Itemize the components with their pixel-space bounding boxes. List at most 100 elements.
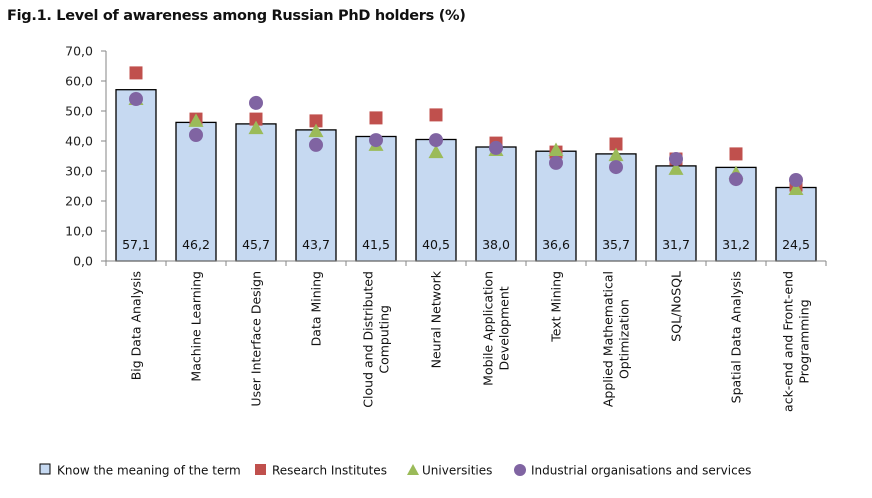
x-category-label: Spatial Data Analysis [729,271,744,403]
legend-item: Research Institutes [255,464,387,478]
marker-industrial-organisations [609,160,623,175]
marker-research-institutes [309,114,323,128]
bar [415,138,457,262]
x-category-label-line: Neural Network [429,270,444,368]
bar [115,89,157,262]
marker-universities [788,181,804,195]
bar-value-label: 57,1 [122,237,150,252]
x-category-label-line: Programming [797,299,812,383]
x-category-label: SQL/NoSQL [669,271,684,342]
marker-industrial-organisations [129,92,143,106]
bar [175,121,217,262]
x-category-label-line: Development [497,286,512,370]
bar [355,135,397,262]
x-category-label: Mobile Application Development [481,271,512,386]
bar-value-label: 36,6 [542,237,570,252]
bar-value-label: 31,7 [662,237,690,252]
y-tick-label: 50,0 [65,104,93,119]
marker-research-institutes [369,111,383,125]
y-tick-label: 70,0 [65,44,93,59]
legend-swatch-circle [514,464,526,476]
x-category-label: Cloud and Distributed Computing [361,271,392,408]
legend-label: Universities [422,464,492,478]
bar-value-label: 40,5 [422,237,450,252]
legend-item: Universities [407,464,492,478]
marker-universities [548,142,564,156]
legend-label: Research Institutes [272,464,387,478]
x-category-label-line: Mobile Application [481,271,496,386]
marker-universities [428,144,444,159]
legend-label: Industrial organisations and services [531,464,751,478]
bar-value-label: 24,5 [782,237,810,252]
markers [128,66,804,195]
x-category-label-line: Big Data Analysis [129,271,144,380]
x-category-label-line: Computing [377,305,392,374]
bar [775,186,817,262]
x-category-label-line: Spatial Data Analysis [729,271,744,403]
marker-universities [308,123,324,138]
marker-universities [248,120,264,135]
bar-value-label: 46,2 [182,237,210,252]
marker-industrial-organisations [429,133,443,148]
y-tick-label: 0,0 [73,254,93,269]
bar-value-label: 35,7 [602,237,630,252]
marker-industrial-organisations [549,155,563,170]
x-category-label-line: Machine Learning [189,271,204,382]
x-category-label-line: ack-end and Front-end [781,271,796,412]
x-category-label: ack-end and Front-end Programming [781,271,812,412]
marker-industrial-organisations [249,95,263,110]
x-axis: Big Data Analysis Machine Learning User In… [101,260,827,412]
x-category-label-line: Optimization [617,299,632,379]
y-tick-label: 10,0 [65,224,93,239]
x-category-label: Text Mining [549,271,564,343]
x-category-label: Neural Network [429,270,444,368]
x-category-label: Machine Learning [189,271,204,382]
marker-research-institutes [129,66,143,80]
x-category-label-line: Cloud and Distributed [361,271,376,408]
marker-industrial-organisations [729,172,743,187]
marker-research-institutes [249,112,263,126]
marker-industrial-organisations [669,152,683,166]
bar [235,123,277,262]
bar [655,165,697,262]
x-category-label-line: Data Mining [309,271,324,346]
bar-value-label: 43,7 [302,237,330,252]
y-axis: 0,0 10,0 20,0 30,0 40,0 50,0 60,0 70,0 [65,44,107,269]
y-tick-label: 60,0 [65,74,93,89]
marker-universities [668,161,684,175]
y-tick-label: 30,0 [65,164,93,179]
marker-industrial-organisations [369,133,383,148]
legend-item: Know the meaning of the term [39,463,241,478]
legend-swatch-triangle [407,464,419,475]
bar-value-label: 41,5 [362,237,390,252]
x-category-label: Data Mining [309,271,324,346]
chart-title: Fig.1. Level of awareness among Russian … [7,8,466,24]
legend-item: Industrial organisations and services [514,464,751,478]
marker-industrial-organisations [789,173,803,187]
marker-research-institutes [609,137,623,151]
marker-industrial-organisations [309,137,323,152]
bar-value-label: 38,0 [482,237,510,252]
legend-label: Know the meaning of the term [57,464,241,478]
x-category-label: User Interface Design [249,271,264,407]
marker-research-institutes [429,108,443,122]
x-category-label: Applied Mathematical Optimization [601,271,632,407]
marker-research-institutes [729,147,743,161]
marker-universities [188,113,204,127]
legend: Know the meaning of the term Research Ins… [39,463,751,478]
legend-swatch-square [255,464,266,475]
bar-value-label: 31,2 [722,237,750,252]
marker-universities [608,147,624,162]
y-tick-label: 40,0 [65,134,93,149]
x-category-label-line: Text Mining [549,271,564,343]
x-category-label-line: Applied Mathematical [601,271,616,407]
x-category-label: Big Data Analysis [129,271,144,380]
marker-industrial-organisations [189,128,203,142]
bar-value-label: 45,7 [242,237,270,252]
x-category-label-line: User Interface Design [249,271,264,407]
y-tick-label: 20,0 [65,194,93,209]
legend-swatch-bar [39,463,51,475]
x-category-label-line: SQL/NoSQL [669,271,684,342]
marker-industrial-organisations [489,140,503,155]
